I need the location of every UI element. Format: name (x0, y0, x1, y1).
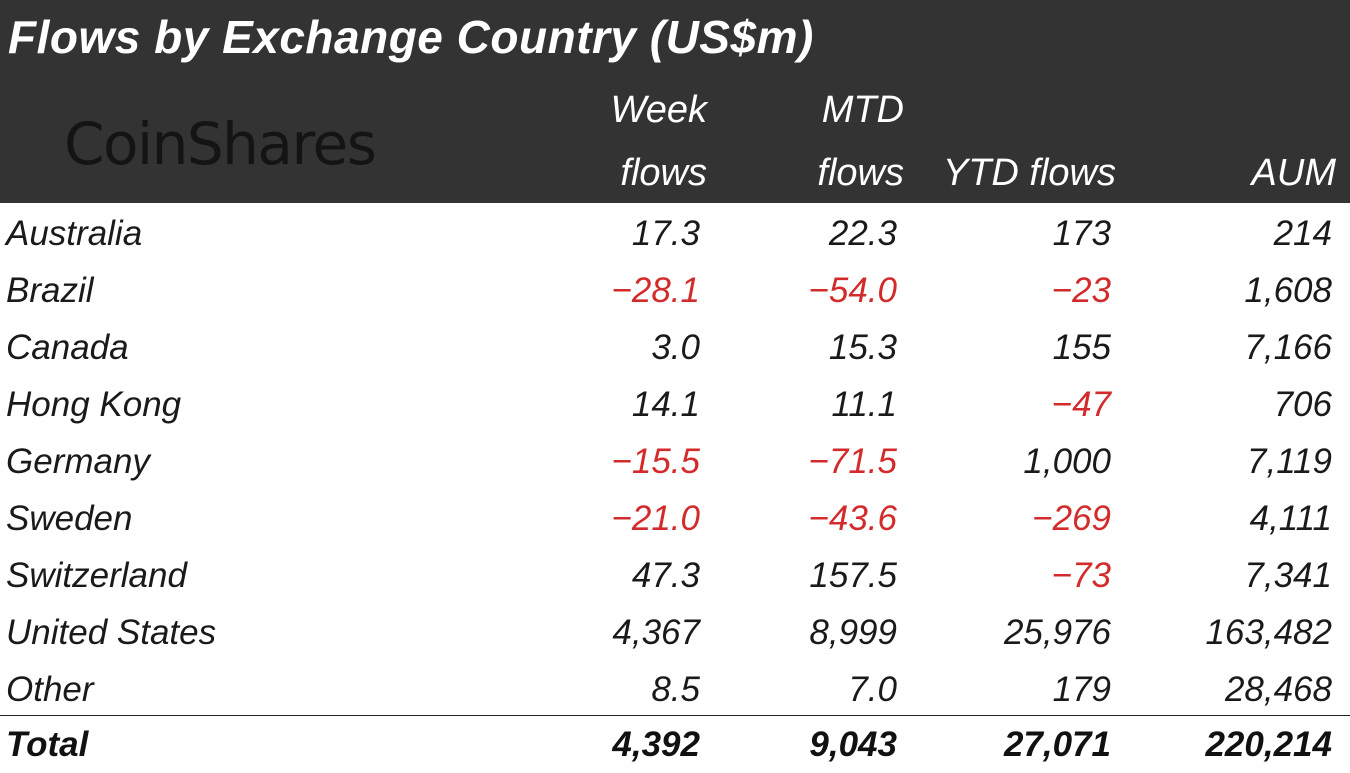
table-row: Other 8.5 7.0 179 28,468 (0, 661, 1350, 718)
aum-value: 1,608 (1244, 271, 1332, 310)
table-row: Australia 17.3 22.3 173 214 (0, 205, 1350, 262)
country-name: Sweden (6, 499, 133, 538)
ytd-value: −269 (1032, 499, 1111, 538)
column-header-week-line1: Week (610, 89, 707, 131)
total-divider (0, 715, 1350, 716)
week-value: −28.1 (611, 271, 700, 310)
week-value: 14.1 (631, 385, 700, 424)
ytd-value: −73 (1051, 556, 1111, 595)
table-row: Sweden −21.0 −43.6 −269 4,111 (0, 490, 1350, 547)
table-row: Canada 3.0 15.3 155 7,166 (0, 319, 1350, 376)
table-row: Switzerland 47.3 157.5 −73 7,341 (0, 547, 1350, 604)
aum-value: 706 (1273, 385, 1332, 424)
ytd-value: 173 (1052, 214, 1111, 253)
country-name: Brazil (6, 271, 94, 310)
ytd-value: −23 (1051, 271, 1111, 310)
ytd-value: 179 (1052, 670, 1111, 709)
mtd-value: −71.5 (808, 442, 897, 481)
table-row: Germany −15.5 −71.5 1,000 7,119 (0, 433, 1350, 490)
column-header-mtd-line2: flows (817, 152, 904, 194)
week-value: 8.5 (651, 670, 700, 709)
mtd-value: 11.1 (831, 385, 897, 424)
week-value: −15.5 (611, 442, 700, 481)
aum-value: 7,341 (1244, 556, 1332, 595)
mtd-value: 15.3 (828, 328, 897, 367)
ytd-value: −47 (1051, 385, 1111, 424)
country-name: Switzerland (6, 556, 187, 595)
mtd-value: 9,043 (809, 725, 897, 764)
column-header-ytd-line2: YTD flows (942, 152, 1116, 194)
table-row: Brazil −28.1 −54.0 −23 1,608 (0, 262, 1350, 319)
mtd-value: 8,999 (809, 613, 897, 652)
total-row: Total 4,392 9,043 27,071 220,214 (0, 716, 1350, 773)
total-label: Total (6, 725, 89, 764)
country-name: Germany (6, 442, 150, 481)
week-value: 17.3 (631, 214, 700, 253)
column-header-aum-line2: AUM (1251, 152, 1336, 194)
column-header-mtd-line1: MTD (821, 89, 904, 131)
ytd-value: 1,000 (1023, 442, 1111, 481)
mtd-value: 22.3 (828, 214, 897, 253)
week-value: 4,392 (612, 725, 700, 764)
week-value: 3.0 (651, 328, 700, 367)
ytd-value: 25,976 (1003, 613, 1111, 652)
aum-value: 7,119 (1247, 442, 1332, 481)
aum-value: 220,214 (1205, 725, 1332, 764)
week-value: 4,367 (612, 613, 700, 652)
table-row: United States 4,367 8,999 25,976 163,482 (0, 604, 1350, 661)
aum-value: 4,111 (1249, 499, 1332, 538)
aum-value: 163,482 (1205, 613, 1332, 652)
aum-value: 7,166 (1244, 328, 1332, 367)
country-name: Australia (6, 214, 143, 253)
mtd-value: 157.5 (809, 556, 897, 595)
country-name: Other (6, 670, 94, 709)
mtd-value: 7.0 (848, 670, 897, 709)
coinshares-logo: CoinShares (64, 110, 377, 178)
mtd-value: −43.6 (808, 499, 897, 538)
table-header: Flows by Exchange Country (US$m) CoinSha… (0, 0, 1350, 203)
country-name: Canada (6, 328, 129, 367)
table-title: Flows by Exchange Country (US$m) (8, 11, 814, 63)
aum-value: 214 (1273, 214, 1332, 253)
column-header-week-line2: flows (620, 152, 707, 194)
country-name: United States (6, 613, 217, 652)
country-name: Hong Kong (6, 385, 182, 424)
ytd-value: 27,071 (1003, 725, 1111, 764)
table-row: Hong Kong 14.1 11.1 −47 706 (0, 376, 1350, 433)
aum-value: 28,468 (1224, 670, 1332, 709)
week-value: 47.3 (631, 556, 700, 595)
ytd-value: 155 (1052, 328, 1111, 367)
week-value: −21.0 (611, 499, 700, 538)
mtd-value: −54.0 (808, 271, 897, 310)
